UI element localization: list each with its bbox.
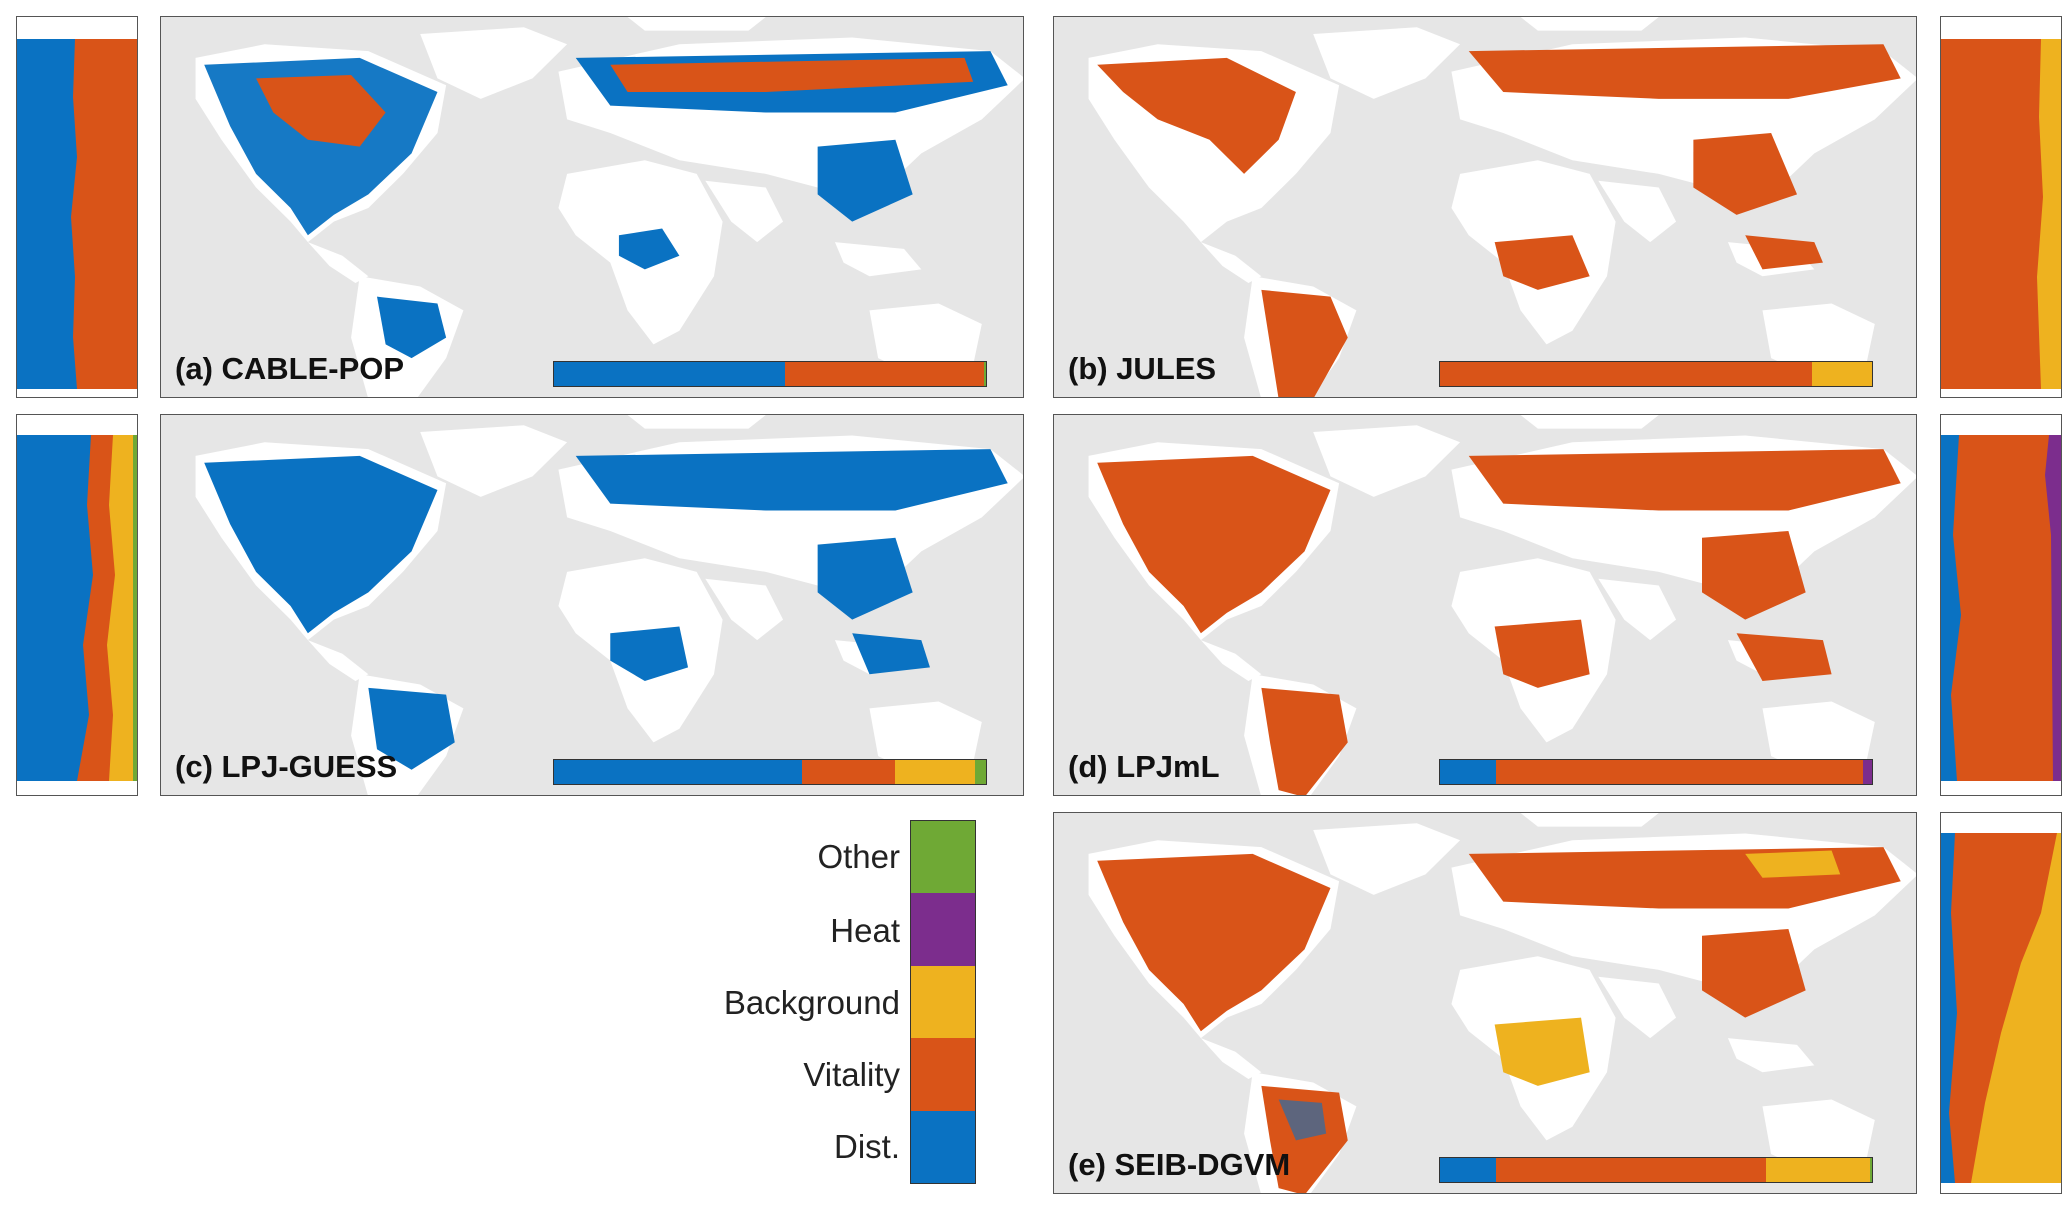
panel-label-c: (c) LPJ-GUESS: [175, 749, 398, 784]
legend-swatch-vitality: [911, 1038, 975, 1111]
bar-segment-vitality: [785, 362, 984, 386]
forest-region-d: [1097, 455, 1331, 634]
legend-colorbar: [910, 820, 976, 1184]
forest-region-e5: [1702, 928, 1806, 1018]
legend-label-vitality: Vitality: [803, 1056, 900, 1093]
stacked-bar-b: [1439, 361, 1873, 387]
map-panel-d: (d) LPJmL: [1053, 414, 1917, 796]
panel-label-b: (b) JULES: [1068, 351, 1217, 386]
bar-segment-background: [895, 760, 976, 784]
legend: Other Heat Background Vitality Dist.: [640, 814, 976, 1194]
world-map-a: [195, 17, 1023, 397]
forest-region-d6: [1736, 633, 1832, 682]
latitude-profile-e: [1940, 812, 2062, 1194]
stacked-bar-c: [553, 759, 987, 785]
forest-region-b5: [1693, 132, 1798, 215]
forest-region-c2: [368, 687, 455, 770]
map-panel-c: (c) LPJ-GUESS: [160, 414, 1024, 796]
map-panel-e: (e) SEIB-DGVM: [1053, 812, 1917, 1194]
legend-swatch-background: [911, 965, 975, 1039]
latitude-profile-b: [1940, 16, 2062, 398]
legend-swatch-dist: [911, 1110, 975, 1183]
bar-segment-dist: [1440, 760, 1497, 784]
latitude-profile-a: [16, 16, 138, 398]
forest-region-e4: [1494, 1017, 1590, 1086]
legend-label-background: Background: [723, 984, 900, 1021]
forest-region-c3: [575, 449, 1008, 511]
bar-segment-dist: [554, 362, 786, 386]
bar-segment-vitality: [1496, 760, 1864, 784]
forest-region-e2b: [1278, 1099, 1327, 1141]
latitude-profile-d: [1940, 414, 2062, 796]
forest-region-a3: [377, 296, 447, 359]
bar-segment-background: [1811, 362, 1872, 386]
bar-segment-heat: [1863, 760, 1872, 784]
bar-segment-vitality: [802, 760, 896, 784]
forest-region-a6: [817, 139, 913, 222]
forest-region-c: [204, 455, 438, 634]
bar-segment-vitality: [1440, 362, 1812, 386]
stacked-bar-d: [1439, 759, 1873, 785]
stacked-bar-e: [1439, 1157, 1873, 1183]
forest-region-e2: [1261, 1085, 1348, 1193]
forest-region-d4: [1494, 619, 1590, 688]
bar-segment-other: [975, 760, 986, 784]
bar-segment-other: [1869, 1158, 1872, 1182]
forest-region-e: [1097, 853, 1331, 1032]
world-map-c: [195, 415, 1023, 795]
forest-region-a5: [610, 57, 974, 93]
bar-segment-background: [1766, 1158, 1870, 1182]
forest-region-b: [1097, 57, 1296, 174]
forest-region-e3b: [1745, 850, 1841, 878]
bar-segment-vitality: [1496, 1158, 1767, 1182]
legend-label-heat: Heat: [830, 912, 900, 949]
panel-label-a: (a) CABLE-POP: [175, 351, 405, 386]
panel-label-e: (e) SEIB-DGVM: [1068, 1147, 1291, 1182]
world-map-e: [1088, 813, 1916, 1193]
legend-label-dist: Dist.: [834, 1128, 900, 1165]
forest-region-d2: [1261, 687, 1348, 795]
forest-region-b4: [1494, 235, 1590, 290]
legend-swatch-other: [911, 821, 975, 894]
panel-label-d: (d) LPJmL: [1068, 749, 1220, 784]
forest-region-d3: [1468, 449, 1901, 511]
forest-region-b3: [1468, 44, 1901, 99]
forest-region-d5: [1702, 530, 1806, 620]
stacked-bar-a: [553, 361, 987, 387]
forest-region-c6: [852, 633, 930, 675]
legend-label-other: Other: [817, 838, 900, 875]
forest-region-b6: [1745, 235, 1823, 270]
world-map-b: [1088, 17, 1916, 397]
bar-segment-other: [983, 362, 986, 386]
forest-region-a: [204, 57, 438, 236]
forest-region-c5: [817, 537, 913, 620]
bar-segment-dist: [1440, 1158, 1497, 1182]
latitude-profile-c: [16, 414, 138, 796]
forest-region-c4: [610, 626, 689, 682]
bar-segment-dist: [554, 760, 803, 784]
forest-region-a7: [618, 228, 680, 270]
forest-region-a2: [256, 74, 386, 147]
map-panel-b: (b) JULES: [1053, 16, 1917, 398]
world-map-d: [1088, 415, 1916, 795]
legend-swatch-heat: [911, 893, 975, 966]
forest-region-b2: [1261, 289, 1348, 397]
map-panel-a: (a) CABLE-POP: [160, 16, 1024, 398]
